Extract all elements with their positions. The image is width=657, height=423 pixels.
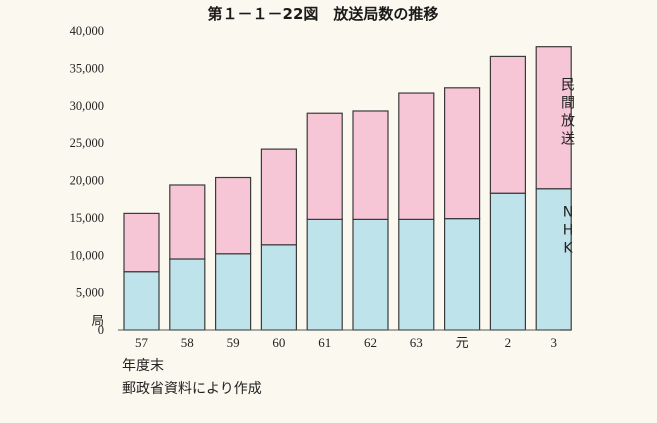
y-tick-label: 25,000 bbox=[70, 136, 104, 150]
x-category-label: 58 bbox=[181, 335, 194, 350]
bar-segment-minkan bbox=[260, 148, 297, 246]
x-category-label: 61 bbox=[318, 335, 331, 350]
x-category-label: 3 bbox=[550, 335, 557, 350]
x-category-label: 59 bbox=[227, 335, 240, 350]
bar-segment-minkan bbox=[352, 110, 389, 220]
x-axis-title: 年度末 bbox=[122, 358, 164, 374]
x-category-label: 元 bbox=[456, 335, 469, 350]
bar-segment-nhk bbox=[306, 218, 343, 331]
y-tick-label: 30,000 bbox=[70, 99, 104, 113]
x-category-label: 62 bbox=[364, 335, 377, 350]
series-label-minkan: 民間放送 bbox=[561, 78, 575, 148]
bar-segment-nhk bbox=[398, 218, 435, 331]
x-category-label: 2 bbox=[505, 335, 512, 350]
bar-segment-minkan bbox=[535, 46, 572, 190]
x-category-label: 60 bbox=[272, 335, 285, 350]
y-axis-ticks: 0 5,000 10,000 15,000 20,000 25,000 30,000 35,0… bbox=[70, 24, 104, 337]
bar-segment-minkan bbox=[444, 87, 481, 220]
x-category-label: 57 bbox=[135, 335, 149, 350]
bar-segment-nhk bbox=[352, 218, 389, 331]
y-tick-label: 35,000 bbox=[70, 61, 104, 75]
y-tick-label: 0 bbox=[98, 323, 104, 337]
bars bbox=[123, 46, 572, 331]
chart-title: 第１－１－22図 放送局数の推移 bbox=[208, 5, 439, 23]
bar-segment-nhk bbox=[215, 253, 252, 331]
y-tick-label: 15,000 bbox=[70, 211, 104, 225]
source-note: 郵政省資料により作成 bbox=[122, 381, 262, 397]
bar-segment-nhk bbox=[489, 192, 526, 331]
bar-segment-minkan bbox=[398, 92, 435, 220]
y-tick-label: 5,000 bbox=[76, 286, 104, 300]
x-axis-categories: 57 58 59 60 61 62 63 元 2 3 bbox=[135, 335, 557, 350]
bar-segment-minkan bbox=[306, 112, 343, 220]
bar-segment-nhk bbox=[444, 218, 481, 331]
bar-segment-nhk bbox=[169, 258, 206, 331]
y-tick-label: 20,000 bbox=[70, 174, 104, 188]
y-tick-label: 10,000 bbox=[70, 248, 104, 262]
bar-segment-minkan bbox=[169, 184, 206, 260]
y-axis-unit: 局 bbox=[91, 314, 104, 328]
bar-segment-nhk bbox=[260, 244, 297, 331]
y-tick-label: 40,000 bbox=[70, 24, 104, 38]
x-category-label: 63 bbox=[410, 335, 423, 350]
bar-segment-minkan bbox=[123, 212, 160, 273]
bar-segment-minkan bbox=[215, 176, 252, 255]
bar-segment-minkan bbox=[489, 55, 526, 194]
bar-segment-nhk bbox=[123, 271, 160, 331]
